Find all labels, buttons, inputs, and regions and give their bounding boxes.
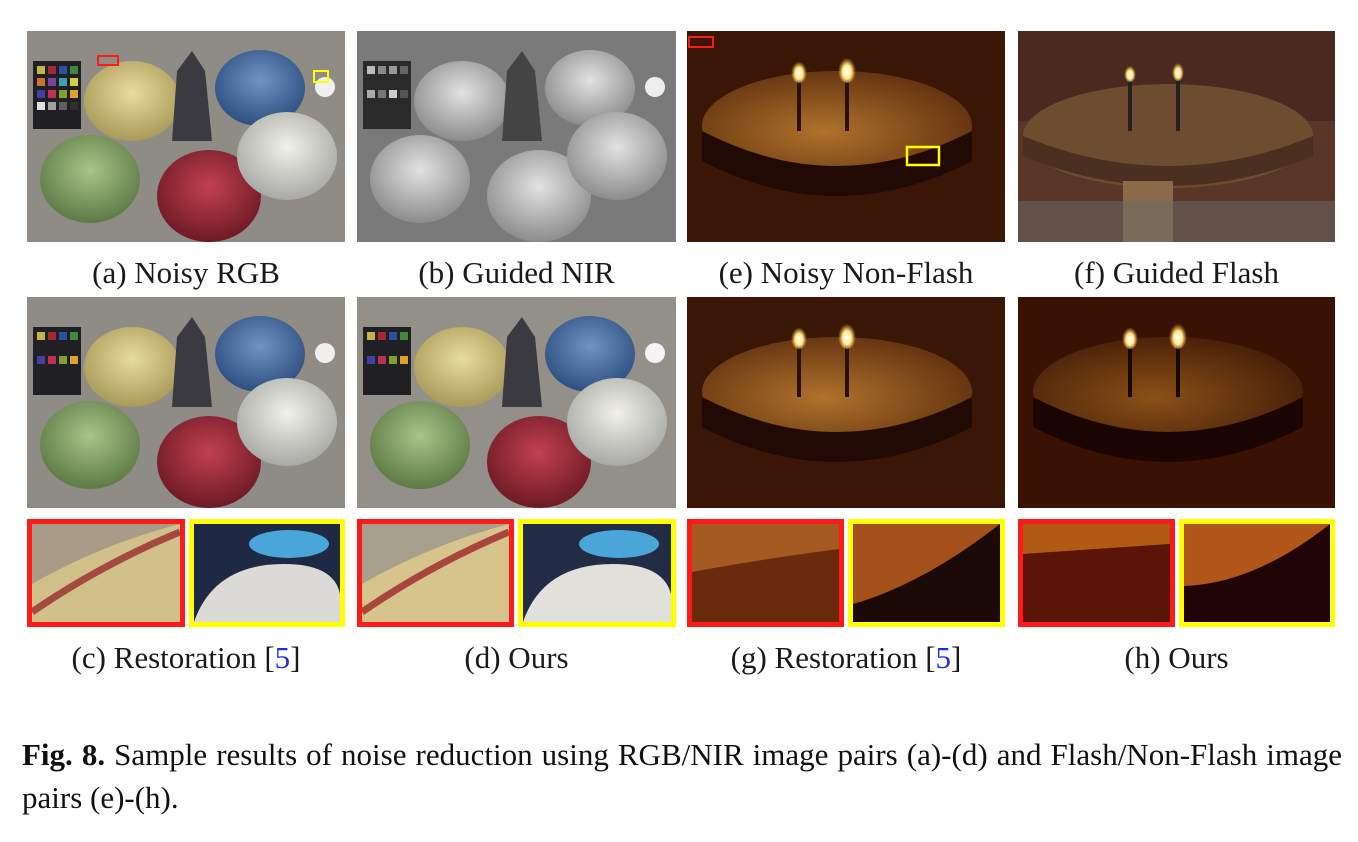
caption-c: (c) Restoration [5] [27,640,345,676]
image-ours-flash [1018,297,1335,508]
crop-g-red [687,519,844,627]
caption-c-end: ] [290,640,301,675]
image-ours-rgb [357,297,676,508]
figure-caption: Fig. 8. Sample results of noise reductio… [22,733,1342,819]
image-guided-flash [1018,31,1335,242]
caption-h: (h) Ours [1124,640,1229,675]
crop-c-yellow [189,519,345,627]
image-noisy-non-flash [687,31,1005,242]
caption-g-text: (g) Restoration [ [730,640,936,675]
crop-d-yellow [518,519,676,627]
crop-g-yellow [848,519,1005,627]
caption-e: (e) Noisy Non-Flash [718,255,974,290]
citation-link-c[interactable]: 5 [274,640,291,675]
image-restoration-rgb [27,297,345,508]
citation-link-g[interactable]: 5 [935,640,952,675]
caption-d: (d) Ours [464,640,569,675]
figure-label: Fig. 8. [22,737,106,772]
caption-c-text: (c) Restoration [ [71,640,275,675]
crop-h-yellow [1179,519,1335,627]
caption-b: (b) Guided NIR [418,255,615,290]
crop-d-red [357,519,514,627]
crop-c-red [27,519,185,627]
caption-g-end: ] [951,640,962,675]
image-guided-nir [357,31,676,242]
caption-g: (g) Restoration [5] [687,640,1005,676]
image-restoration-flash [687,297,1005,508]
figure-caption-text: Sample results of noise reduction using … [22,737,1342,815]
caption-f: (f) Guided Flash [1074,255,1279,290]
image-noisy-rgb [27,31,345,242]
caption-a: (a) Noisy RGB [92,255,280,290]
crop-h-red [1018,519,1175,627]
